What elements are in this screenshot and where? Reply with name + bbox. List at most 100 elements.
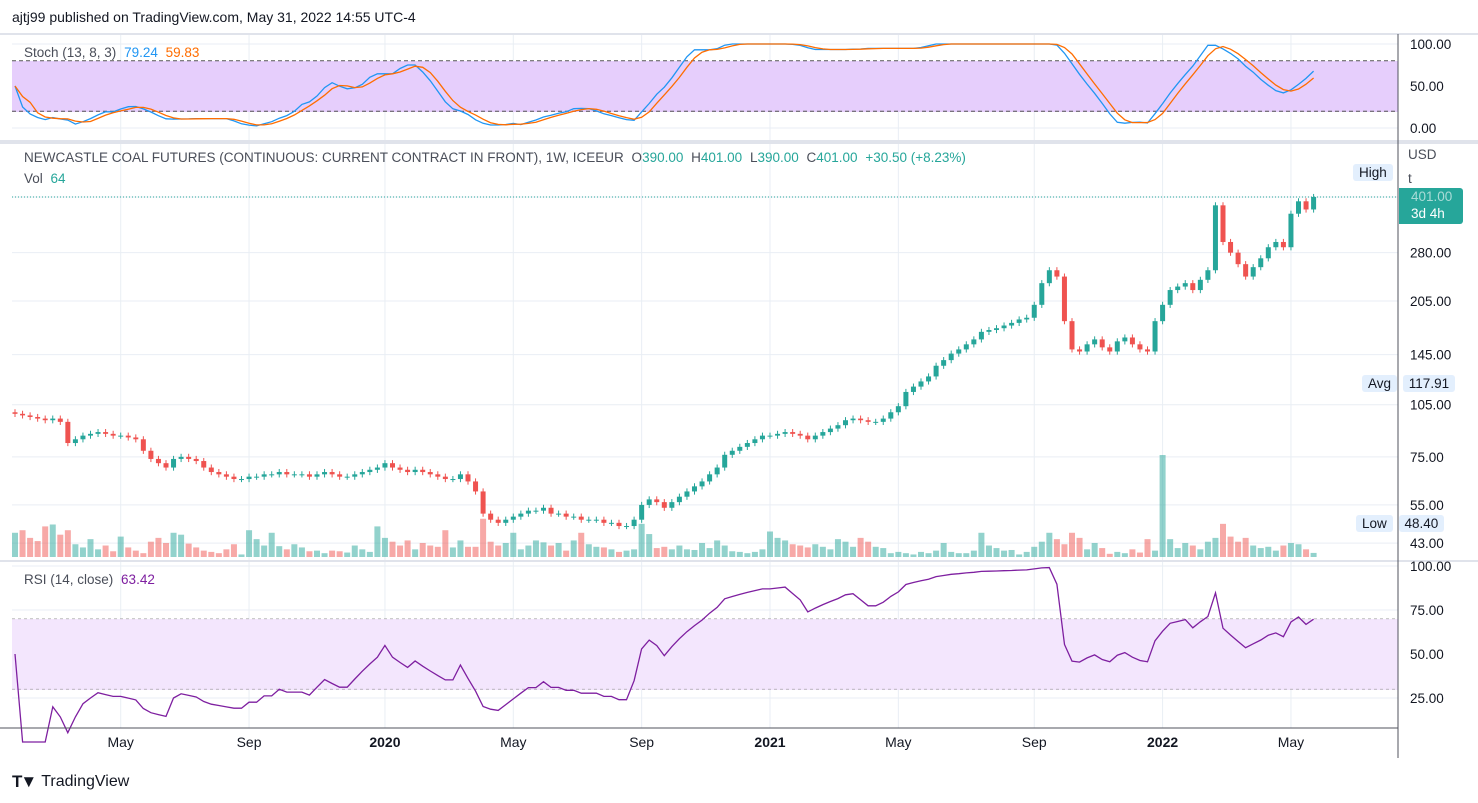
candle-body — [1228, 241, 1234, 253]
tv-logo-icon: T▼ — [12, 772, 37, 791]
candle-body — [601, 519, 607, 523]
candle-body — [639, 504, 645, 520]
last-price: 401.00 — [1411, 189, 1453, 204]
candle-body — [1107, 347, 1113, 352]
volume-bar — [72, 544, 79, 557]
candle-body — [95, 432, 101, 434]
volume-bar — [804, 547, 811, 557]
volume-bar — [593, 546, 600, 557]
time-axis-label: Sep — [629, 734, 654, 750]
candle-body — [1250, 267, 1256, 277]
candle-body — [933, 365, 939, 377]
candle-body — [850, 418, 856, 421]
stoch-legend[interactable]: Stoch (13, 8, 3) 79.24 59.83 — [24, 45, 199, 60]
candle-body — [684, 491, 690, 497]
volume-bar — [117, 536, 124, 557]
volume-bar — [955, 553, 962, 557]
candle-body — [284, 472, 290, 475]
volume-bar — [736, 551, 743, 557]
candle-body — [193, 458, 199, 462]
volume-bar — [427, 545, 434, 557]
volume-bar — [540, 542, 547, 557]
rsi-axis-label: 50.00 — [1410, 647, 1444, 662]
candle-body — [322, 472, 328, 475]
candle-body — [1039, 283, 1045, 305]
volume-bar — [336, 551, 343, 557]
candle-body — [367, 469, 373, 473]
volume-bar — [1310, 552, 1317, 557]
candle-body — [1190, 283, 1196, 291]
candle-body — [548, 507, 554, 514]
avg-value: 117.91 — [1402, 375, 1456, 392]
candle-body — [1167, 290, 1173, 305]
volume-bar — [95, 549, 102, 557]
candle-body — [510, 516, 516, 520]
candle-body — [556, 513, 562, 515]
candle-body — [382, 463, 388, 468]
price-axis-label: 205.00 — [1410, 294, 1451, 309]
open-label: O — [631, 150, 643, 165]
volume-bar — [412, 549, 419, 557]
symbol-legend[interactable]: NEWCASTLE COAL FUTURES (CONTINUOUS: CURR… — [24, 150, 966, 165]
high-label: H — [691, 150, 701, 165]
volume-bar — [585, 544, 592, 557]
candle-body — [1001, 325, 1007, 329]
volume-bar — [215, 553, 222, 557]
volume-bar — [64, 530, 71, 557]
volume-bar — [1061, 544, 1068, 557]
candle-body — [775, 433, 781, 436]
price-axis-label: 43.00 — [1410, 536, 1444, 551]
volume-bar — [283, 549, 290, 557]
candle-body — [420, 469, 426, 473]
candle-body — [518, 513, 524, 517]
bar-countdown: 3d 4h — [1411, 206, 1445, 221]
candle-body — [563, 513, 569, 517]
volume-bar — [1069, 532, 1075, 557]
candle-body — [1235, 252, 1241, 265]
candle-body — [646, 499, 652, 505]
avg-tag: Avg 117.91 — [1362, 375, 1456, 392]
volume-bar — [1053, 539, 1060, 557]
time-axis-label: Sep — [1022, 734, 1047, 750]
rsi-legend[interactable]: RSI (14, close) 63.42 — [24, 572, 155, 587]
volume-bar — [880, 548, 887, 557]
volume-bar — [970, 550, 977, 557]
volume-bar — [1099, 548, 1106, 557]
volume-bar — [87, 539, 94, 557]
tradingview-logo[interactable]: T▼ TradingView — [12, 772, 129, 792]
volume-bar — [1121, 553, 1128, 557]
candle-body — [269, 474, 275, 476]
candle-body — [1069, 321, 1075, 350]
volume-bar — [985, 545, 992, 557]
candle-body — [1296, 201, 1301, 214]
volume-bar — [751, 551, 758, 557]
volume-bar — [465, 546, 471, 557]
candle-body — [1092, 339, 1098, 345]
candle-body — [337, 474, 343, 477]
volume-bar — [933, 550, 940, 557]
volume-bars — [12, 455, 1317, 557]
candle-body — [1311, 197, 1317, 210]
volume-bar — [1280, 545, 1287, 557]
candle-body — [480, 491, 486, 514]
volume-bar — [812, 544, 819, 557]
candle-body — [812, 435, 818, 440]
volume-bar — [842, 541, 849, 557]
volume-bar — [1167, 539, 1174, 557]
volume-bar — [517, 549, 524, 557]
volume-bar — [366, 551, 373, 557]
volume-bar — [291, 544, 298, 557]
candle-body — [1243, 264, 1249, 277]
volume-legend[interactable]: Vol 64 — [24, 171, 66, 186]
volume-bar — [1235, 541, 1242, 557]
volume-bar — [246, 530, 253, 557]
rsi-axis-label: 100.00 — [1410, 559, 1451, 574]
volume-bar — [563, 550, 570, 557]
candle-body — [450, 479, 456, 481]
volume-bar — [1295, 544, 1302, 557]
low-label-tag: Low — [1356, 515, 1393, 532]
candle-body — [759, 435, 765, 440]
volume-bar — [1129, 549, 1136, 557]
candle-body — [374, 467, 380, 470]
